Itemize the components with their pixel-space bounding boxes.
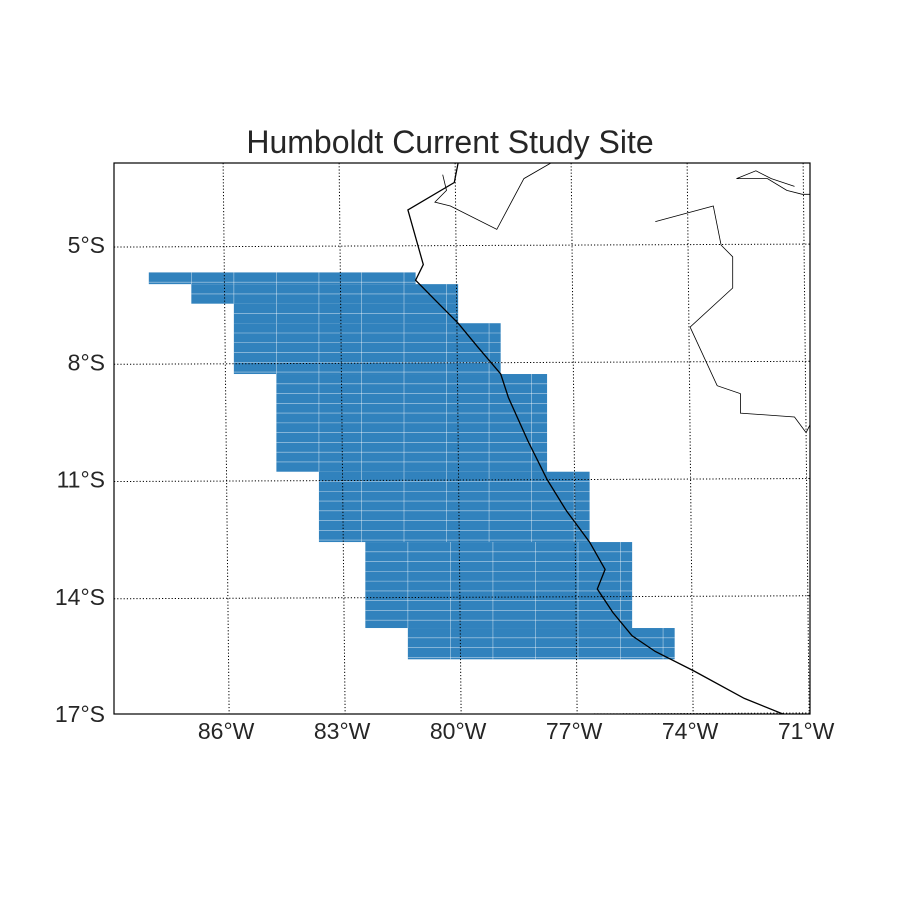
lon-tick-label: 74°W	[662, 718, 719, 744]
lat-tick-label: 14°S	[55, 584, 105, 610]
study-area-block	[365, 542, 633, 629]
study-area-layer	[148, 272, 675, 660]
meridian-line	[570, 163, 578, 714]
country-border	[736, 170, 810, 195]
meridian-line	[802, 163, 810, 714]
parallel-line	[114, 595, 810, 600]
land-layer	[407, 163, 810, 714]
meridian-line	[686, 163, 694, 714]
meridian-line	[222, 163, 230, 714]
lon-tick-label: 77°W	[546, 718, 603, 744]
lat-tick-label: 11°S	[57, 467, 105, 493]
lat-tick-label: 8°S	[68, 349, 105, 375]
lon-tick-label: 86°W	[198, 718, 255, 744]
axis-labels-layer: 5°S 8°S 11°S 14°S 17°S 86°W 83°W 80°W 77°W 74°W 71…	[55, 232, 835, 744]
parallel-line	[114, 360, 810, 365]
lon-tick-label: 83°W	[314, 718, 371, 744]
lon-tick-label: 71°W	[778, 718, 835, 744]
parallel-line	[114, 478, 810, 483]
country-border	[655, 205, 810, 434]
meridian-line	[338, 163, 346, 714]
study-area-block	[233, 323, 501, 375]
study-area-block	[148, 272, 416, 285]
parallel-line	[114, 243, 810, 248]
lat-tick-label: 17°S	[55, 701, 105, 727]
country-border	[434, 163, 552, 230]
coastline	[407, 163, 784, 714]
map-frame	[113, 162, 811, 715]
map-title: Humboldt Current Study Site	[246, 124, 654, 160]
study-area-block	[407, 628, 675, 660]
meridian-line	[454, 163, 462, 714]
lat-tick-label: 5°S	[68, 232, 105, 258]
lon-tick-label: 80°W	[430, 718, 487, 744]
